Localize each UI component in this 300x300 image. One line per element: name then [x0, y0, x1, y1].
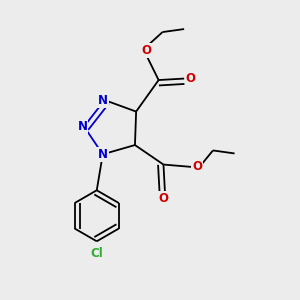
Text: Cl: Cl — [90, 247, 103, 260]
Text: N: N — [77, 120, 88, 133]
Text: N: N — [98, 148, 108, 161]
Text: O: O — [141, 44, 151, 57]
Text: O: O — [186, 72, 196, 85]
Text: O: O — [192, 160, 203, 173]
Text: N: N — [98, 94, 108, 106]
Text: O: O — [158, 192, 169, 205]
